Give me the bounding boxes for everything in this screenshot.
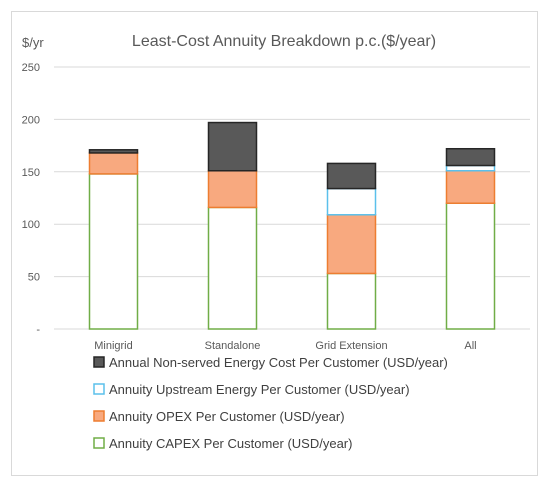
chart-frame: Least-Cost Annuity Breakdown p.c.($/year… — [11, 11, 538, 476]
bar-segment-1 — [445, 202, 496, 330]
chart-title: Least-Cost Annuity Breakdown p.c.($/year… — [132, 33, 436, 50]
x-tick-label: Standalone — [205, 340, 261, 352]
bar-segment-1 — [88, 173, 139, 330]
y-tick-label: 100 — [22, 219, 40, 231]
y-axis-unit-label: $/yr — [22, 35, 44, 50]
y-tick-label: 250 — [22, 62, 40, 74]
bar-segment-4 — [207, 121, 258, 172]
legend-swatch — [93, 437, 105, 449]
y-tick-label: 50 — [28, 272, 40, 284]
x-tick-label: Minigrid — [94, 340, 133, 352]
bar-segment-2 — [445, 170, 496, 204]
legend-label: Annuity OPEX Per Customer (USD/year) — [109, 409, 345, 424]
bar-segment-1 — [207, 206, 258, 330]
bar-segment-3 — [326, 187, 377, 216]
bar-segment-2 — [326, 214, 377, 275]
x-tick-label: All — [464, 340, 476, 352]
bar-segment-4 — [445, 147, 496, 167]
bar-segment-3 — [445, 164, 496, 172]
bar-segment-2 — [88, 152, 139, 175]
y-axis-ticks: - 50 100 150 200 250 — [22, 62, 41, 336]
x-tick-label: Grid Extension — [315, 340, 387, 352]
legend-label: Annual Non-served Energy Cost Per Custom… — [109, 355, 448, 370]
legend-swatch — [93, 356, 105, 368]
y-tick-label: 150 — [22, 167, 40, 179]
bar-segment-4 — [88, 149, 139, 154]
legend: Annual Non-served Energy Cost Per Custom… — [93, 355, 448, 451]
legend-label: Annuity CAPEX Per Customer (USD/year) — [109, 436, 352, 451]
legend-swatch — [93, 410, 105, 422]
y-tick-label: - — [36, 324, 40, 336]
bar-segment-4 — [326, 162, 377, 190]
bar-segment-1 — [326, 272, 377, 330]
legend-label: Annuity Upstream Energy Per Customer (US… — [109, 382, 410, 397]
chart-svg: Least-Cost Annuity Breakdown p.c.($/year… — [22, 33, 530, 451]
bars — [88, 121, 496, 330]
legend-swatch — [93, 383, 105, 395]
bar-segment-2 — [207, 170, 258, 209]
y-tick-label: 200 — [22, 114, 40, 126]
x-axis-ticks: Minigrid Standalone Grid Extension All — [94, 340, 476, 352]
